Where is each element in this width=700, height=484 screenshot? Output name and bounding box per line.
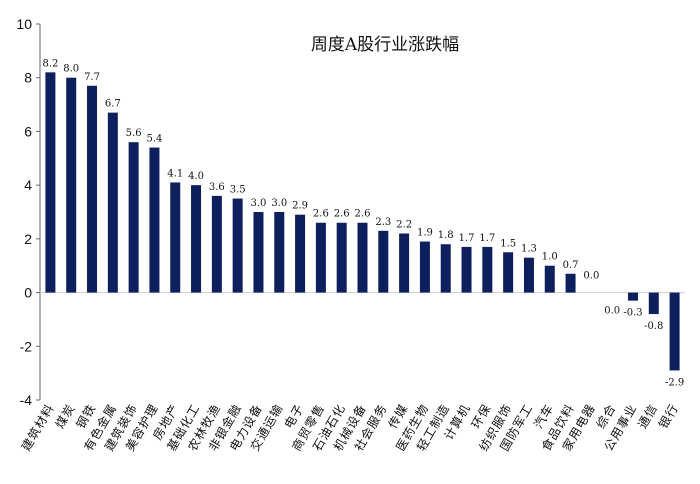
bar: [503, 252, 514, 293]
y-tick-label: 4: [24, 177, 32, 193]
data-label: 1.7: [459, 233, 475, 244]
bar: [232, 198, 243, 293]
data-label: 8.2: [42, 58, 58, 69]
category-label: 建筑材料: [18, 401, 57, 454]
y-tick-label: 2: [24, 231, 32, 247]
data-label: -0.8: [644, 321, 663, 332]
chart-title: 周度A股行业涨跌幅: [311, 35, 459, 55]
bar: [66, 77, 77, 293]
data-label: 6.7: [105, 99, 121, 110]
bar: [482, 246, 493, 293]
data-label: 2.6: [313, 209, 329, 220]
data-label: 3.0: [251, 198, 267, 209]
bar: [107, 112, 118, 293]
data-label: -0.3: [623, 308, 642, 319]
data-label: 4.0: [188, 171, 204, 182]
data-label: 8.0: [63, 64, 79, 75]
data-label: 0.7: [563, 260, 579, 271]
data-label: 2.3: [375, 217, 391, 228]
data-label: 7.7: [84, 72, 100, 83]
y-tick-label: -2: [20, 338, 33, 354]
data-label: -2.9: [665, 377, 684, 388]
data-label: 1.5: [500, 238, 516, 249]
bar: [191, 185, 202, 293]
bar: [253, 212, 264, 293]
data-label: 5.4: [146, 134, 162, 145]
bar: [378, 230, 389, 293]
bar: [128, 142, 139, 293]
bar: [544, 265, 555, 293]
bar: [357, 222, 368, 293]
data-label: 2.2: [396, 219, 412, 230]
bar: [648, 292, 659, 315]
y-tick-label: 6: [24, 123, 32, 139]
bar: [295, 214, 306, 293]
data-label: 0.0: [583, 271, 599, 282]
data-labels: 8.2 8.0 7.7 6.7 5.6 5.4 4.1 4.0 3.6 3.5 3.0 3.0 2.9 2…: [42, 58, 684, 388]
category-label: 通信: [635, 402, 660, 432]
data-label: 2.6: [355, 209, 371, 220]
bar: [211, 195, 222, 293]
bar: [565, 273, 576, 293]
bar: [461, 246, 472, 293]
y-tick-label: 0: [24, 285, 32, 301]
bar: [627, 292, 638, 301]
bar: [399, 233, 410, 293]
bar: [170, 182, 181, 293]
bar: [523, 257, 534, 293]
data-label: 1.8: [438, 230, 454, 241]
data-label: 3.6: [209, 182, 225, 193]
bar: [440, 244, 451, 293]
data-label: 4.1: [167, 168, 183, 179]
bar: [274, 212, 285, 293]
x-tick-labels: 建筑材料煤炭钢铁有色金属建筑装饰美容护理房地产基础化工农林牧渔非银金融电力设备交…: [18, 401, 681, 454]
data-label: 5.6: [126, 128, 142, 139]
data-label: 3.0: [271, 198, 287, 209]
data-label: 2.6: [334, 209, 350, 220]
y-tick-label: 10: [16, 16, 32, 32]
y-tick-label: -4: [20, 392, 33, 408]
data-label: 1.9: [417, 228, 433, 239]
bar: [149, 147, 160, 293]
category-label: 银行: [656, 402, 681, 432]
y-tick-label: 8: [24, 70, 32, 86]
bar-series: [45, 72, 680, 371]
bar: [336, 222, 347, 293]
data-label: 3.5: [230, 185, 246, 196]
bar: [45, 72, 56, 293]
data-label: 1.7: [479, 233, 495, 244]
bar: [87, 85, 98, 293]
data-label: 0.0: [604, 306, 620, 317]
data-label: 1.3: [521, 244, 537, 255]
bar: [669, 292, 680, 371]
category-label: 煤炭: [53, 402, 78, 432]
bar: [419, 241, 430, 293]
data-label: 2.9: [292, 201, 308, 212]
bar: [315, 222, 326, 293]
data-label: 1.0: [542, 252, 558, 263]
